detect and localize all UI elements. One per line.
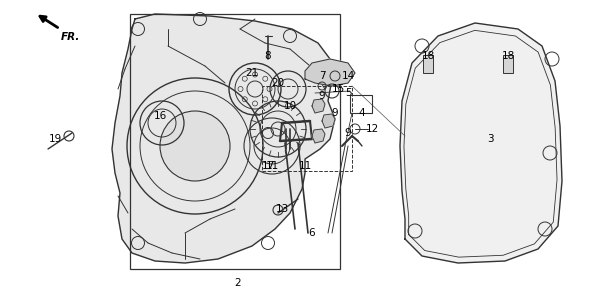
Polygon shape (112, 14, 335, 263)
Text: 15: 15 (332, 84, 345, 94)
Polygon shape (305, 59, 355, 86)
Text: 11: 11 (266, 161, 278, 171)
Text: 19: 19 (48, 134, 61, 144)
Text: 17: 17 (261, 161, 274, 171)
Bar (350, 95, 372, 113)
Text: 18: 18 (502, 51, 514, 61)
Text: 9: 9 (345, 128, 351, 138)
Text: 18: 18 (421, 51, 435, 61)
Text: 16: 16 (153, 111, 166, 121)
Text: 20: 20 (271, 78, 284, 88)
Text: FR.: FR. (61, 32, 80, 42)
Text: 5: 5 (345, 88, 351, 98)
Text: 3: 3 (487, 134, 493, 144)
Text: 12: 12 (365, 124, 379, 134)
Text: 9: 9 (332, 108, 338, 118)
Text: 7: 7 (319, 71, 325, 81)
Text: 10: 10 (283, 101, 297, 111)
Circle shape (160, 111, 230, 181)
Text: 21: 21 (245, 68, 258, 78)
Text: 6: 6 (309, 228, 315, 238)
Text: 2: 2 (235, 278, 241, 288)
Polygon shape (400, 23, 562, 263)
Text: 8: 8 (265, 51, 271, 61)
Text: 11: 11 (299, 161, 312, 171)
Bar (130, 14, 340, 269)
Bar (423, 55, 433, 73)
Bar (262, 86, 352, 171)
Text: 14: 14 (342, 71, 355, 81)
Bar (503, 55, 513, 73)
Polygon shape (312, 129, 325, 143)
Polygon shape (322, 114, 335, 128)
Text: 9: 9 (319, 91, 325, 101)
Polygon shape (312, 99, 325, 113)
Text: 13: 13 (276, 204, 289, 214)
Text: 4: 4 (359, 108, 365, 118)
